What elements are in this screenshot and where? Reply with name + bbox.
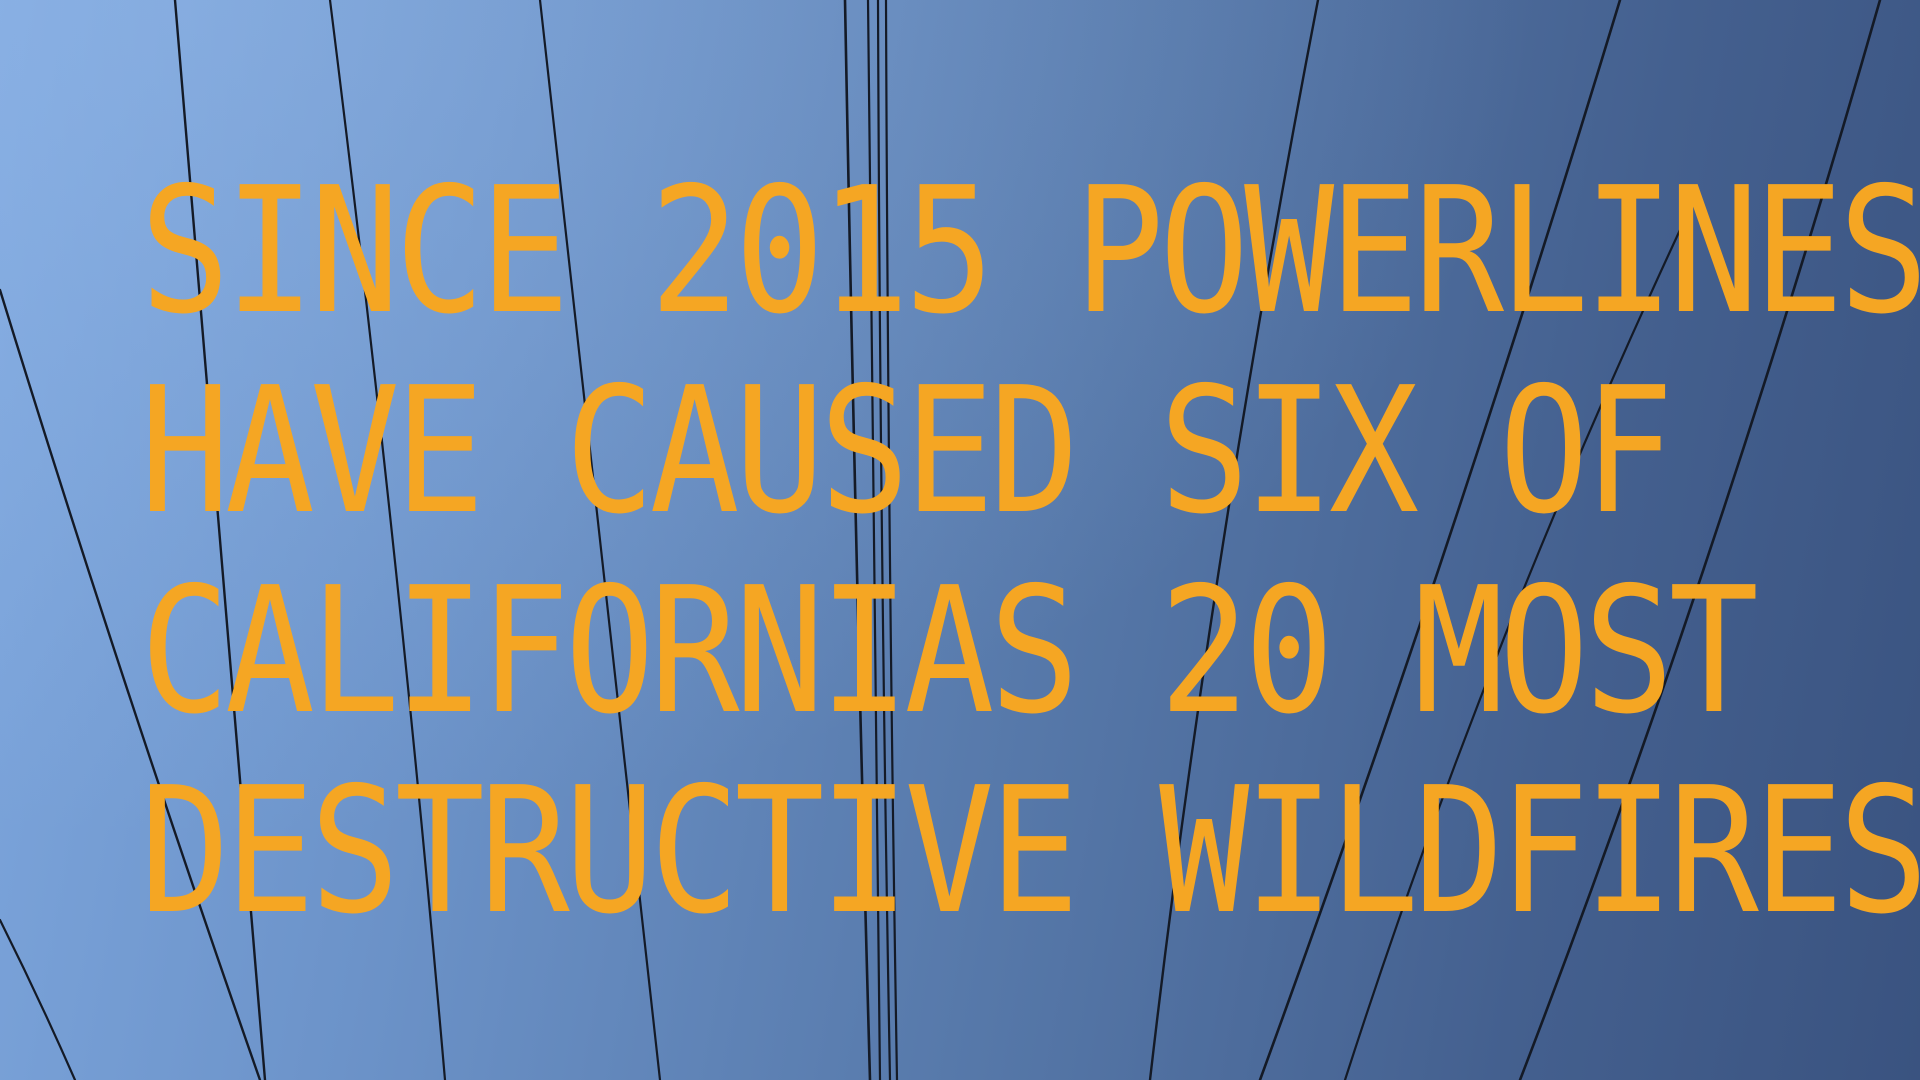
headline-line-4: DESTRUCTIVE WILDFIRES	[140, 750, 1920, 953]
wire	[173, 0, 267, 1080]
wire	[1148, 0, 1320, 1080]
headline-line-1: SINCE 2015 POWERLINES	[140, 150, 1920, 353]
wire	[328, 0, 447, 1080]
wire	[0, 288, 262, 1080]
wire	[884, 0, 899, 1080]
wire	[1518, 0, 1882, 1080]
wire	[866, 0, 882, 1080]
wire	[0, 918, 77, 1080]
headline-line-2: HAVE CAUSED SIX OF	[140, 350, 1674, 553]
wire	[1258, 0, 1622, 1080]
headline-line-3: CALIFORNIAS 20 MOST	[140, 550, 1759, 753]
wire	[1343, 228, 1682, 1080]
wire	[843, 0, 872, 1080]
wire	[876, 0, 892, 1080]
headline: SINCE 2015 POWERLINES HAVE CAUSED SIX OF…	[140, 152, 1920, 952]
